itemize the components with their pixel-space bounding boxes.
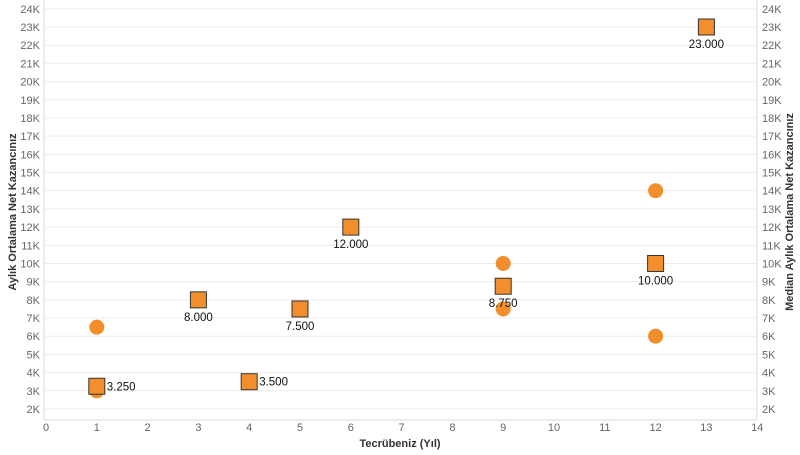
y-tick-label-left: 15K — [20, 168, 40, 180]
x-tick-label: 12 — [649, 422, 661, 434]
y-tick-label-right: 23K — [762, 22, 782, 34]
data-label: 3.500 — [259, 377, 288, 389]
circle-point — [89, 319, 105, 335]
x-tick-label: 14 — [751, 422, 763, 434]
y-tick-label-right: 18K — [762, 113, 782, 125]
square-point — [189, 291, 207, 309]
y-tick-label-left: 14K — [20, 186, 40, 198]
y-tick-label-right: 24K — [762, 4, 782, 16]
y-tick-label-right: 16K — [762, 149, 782, 161]
data-label: 3.250 — [107, 381, 136, 393]
y-tick-label-right: 14K — [762, 186, 782, 198]
y-tick-label-right: 7K — [762, 313, 776, 325]
y-tick-label-right: 19K — [762, 95, 782, 107]
y-tick-label-left: 7K — [27, 313, 41, 325]
y-tick-label-left: 11K — [21, 240, 40, 252]
square-point — [88, 377, 106, 395]
square-point — [240, 373, 258, 391]
y-tick-label-left: 18K — [20, 113, 40, 125]
y-tick-label-left: 12K — [20, 222, 40, 234]
y-tick-label-left: 4K — [27, 368, 41, 380]
y-tick-label-left: 8K — [27, 295, 41, 307]
x-axis-title: Tecrübeniz (Yıl) — [359, 438, 440, 450]
y-tick-label-right: 13K — [762, 204, 782, 216]
data-label: 8.750 — [489, 298, 518, 310]
y-tick-label-left: 6K — [27, 331, 41, 343]
y-tick-label-right: 4K — [762, 368, 776, 380]
x-tick-label: 11 — [599, 422, 610, 434]
y-tick-label-right: 11K — [762, 240, 781, 252]
y-tick-label-left: 13K — [20, 204, 40, 216]
data-label: 23.000 — [689, 39, 724, 51]
circle-point — [648, 183, 664, 199]
x-tick-label: 9 — [500, 422, 506, 434]
y-tick-label-left: 3K — [27, 386, 41, 398]
x-tick-label: 13 — [700, 422, 712, 434]
y-tick-label-left: 20K — [20, 77, 40, 89]
y-tick-label-left: 17K — [20, 131, 40, 143]
x-tick-label: 5 — [297, 422, 303, 434]
y-tick-label-right: 22K — [762, 40, 782, 52]
y-tick-label-right: 3K — [762, 386, 776, 398]
circle-point — [495, 255, 511, 271]
y-tick-label-left: 24K — [20, 4, 40, 16]
y-tick-label-left: 23K — [20, 22, 40, 34]
y-tick-label-right: 15K — [762, 168, 782, 180]
x-tick-label: 7 — [399, 422, 405, 434]
grid-lines — [43, 0, 758, 421]
y-tick-label-left: 2K — [27, 404, 41, 416]
right-y-axis-title: Median Aylık Ortalama Net Kazancınız — [784, 113, 796, 311]
y-tick-label-left: 22K — [20, 40, 40, 52]
y-tick-label-right: 8K — [762, 295, 776, 307]
x-tick-label: 10 — [548, 422, 560, 434]
y-tick-label-right: 20K — [762, 77, 782, 89]
x-tick-label: 3 — [195, 422, 201, 434]
y-tick-label-left: 10K — [20, 258, 40, 270]
y-tick-label-right: 2K — [762, 404, 776, 416]
x-tick-label: 8 — [449, 422, 455, 434]
x-tick-label: 1 — [94, 422, 100, 434]
y-tick-label-left: 21K — [20, 58, 40, 70]
data-label: 8.000 — [184, 312, 213, 324]
y-tick-label-right: 5K — [762, 349, 776, 361]
x-tick-label: 0 — [43, 422, 49, 434]
y-tick-label-right: 12K — [762, 222, 782, 234]
data-labels: 3.250 8.000 3.500 7.500 12.000 8.750 10.000 23.… — [107, 39, 724, 393]
square-point — [291, 300, 309, 318]
y-tick-label-left: 19K — [20, 95, 40, 107]
y-tick-label-left: 5K — [27, 349, 41, 361]
left-y-axis-title: Aylık Ortalama Net Kazancınız — [7, 133, 19, 291]
square-point — [494, 277, 512, 295]
y-tick-label-right: 10K — [762, 258, 782, 270]
data-marks — [88, 18, 715, 399]
circle-point — [648, 328, 664, 344]
x-tick-label: 2 — [145, 422, 151, 434]
data-label: 7.500 — [286, 321, 315, 333]
square-point — [342, 218, 360, 236]
y-tick-label-right: 21K — [762, 58, 782, 70]
square-point — [697, 18, 715, 36]
data-label: 10.000 — [638, 275, 673, 287]
x-tick-label: 6 — [348, 422, 354, 434]
y-tick-label-left: 9K — [27, 277, 41, 289]
y-tick-label-right: 6K — [762, 331, 776, 343]
data-label: 12.000 — [333, 239, 368, 251]
x-tick-label: 4 — [246, 422, 252, 434]
square-point — [647, 254, 665, 272]
y-tick-label-right: 17K — [762, 131, 782, 143]
y-tick-label-right: 9K — [762, 277, 776, 289]
y-tick-label-left: 16K — [20, 149, 40, 161]
circle-point — [495, 301, 511, 317]
